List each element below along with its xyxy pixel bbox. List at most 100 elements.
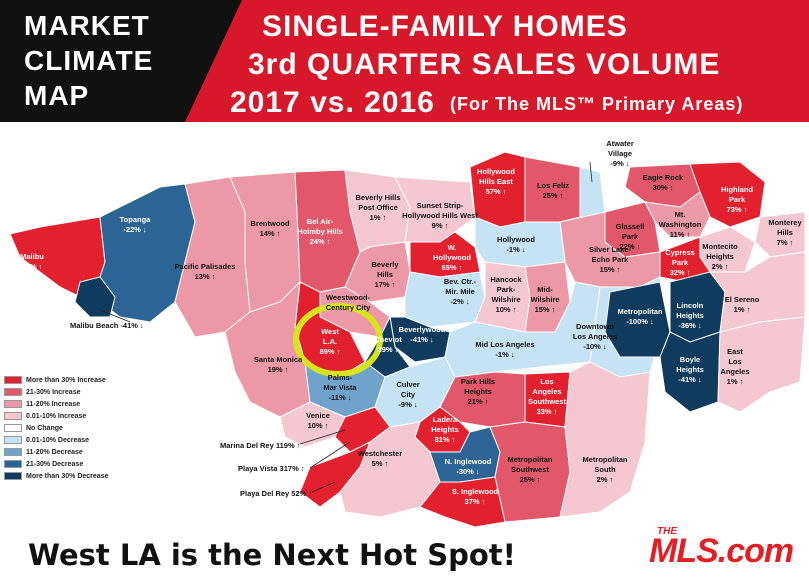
area-label-la-southwest: 33% ↑ xyxy=(537,407,558,416)
area-label-n-inglewood: N. Inglewood xyxy=(445,457,492,466)
area-label-palms: -11% ↓ xyxy=(329,393,352,402)
area-label-lincoln-heights: Lincoln xyxy=(677,301,704,310)
area-label-metro-south: 2% ↑ xyxy=(597,475,614,484)
legend-label: 21-30% Decrease xyxy=(26,460,84,468)
area-label-la-southwest: Los xyxy=(540,377,553,386)
area-label-mt-washington: Washington xyxy=(659,220,702,229)
area-label-s-inglewood: S. Inglewood xyxy=(452,487,499,496)
area-label-monterey-hills: Monterey xyxy=(768,218,802,227)
area-label-westchester: Westchester xyxy=(358,449,403,458)
area-label-atwater: Village xyxy=(608,149,632,158)
area-label-santa-monica: 19% ↑ xyxy=(268,365,289,374)
area-label-bev-ctr: -2% ↓ xyxy=(450,297,469,306)
legend-label: More than 30% Decrease xyxy=(26,472,109,480)
area-label-east-la: Los xyxy=(728,357,741,366)
area-label-el-sereno: El Sereno xyxy=(725,295,760,304)
area-label-bev-ctr: Bev. Ctr.- xyxy=(444,277,477,286)
area-label-beverlywood: Beverlywood xyxy=(399,325,446,334)
area-label-metro-southwest: Metropolitan xyxy=(508,455,553,464)
area-label-mid-wilshire: 15% ↑ xyxy=(535,305,556,314)
area-label-mid-wilshire: Wilshire xyxy=(530,295,559,304)
legend-item: 0.01-10% Decrease xyxy=(4,434,89,446)
area-label-metro-south: South xyxy=(594,465,616,474)
area-label-culver-city: -9% ↓ xyxy=(398,400,417,409)
legend-label: 11-20% Increase xyxy=(26,400,81,408)
marina-leader xyxy=(299,429,346,445)
area-label-east-la: 1% ↑ xyxy=(727,377,744,386)
area-label-silver-lake: 15% ↑ xyxy=(600,265,621,274)
legend-swatch xyxy=(4,388,22,396)
legend-item: More than 30% Increase xyxy=(4,374,106,386)
area-label-cheviot: Cheviot xyxy=(374,335,402,344)
area-label-ladera: 81% ↑ xyxy=(435,435,456,444)
area-label-brentwood: Brentwood xyxy=(250,219,290,228)
area-label-montecito-heights: Montecito xyxy=(702,242,738,251)
area-label-malibu: 68% ↑ xyxy=(22,262,43,271)
area-s-inglewood[interactable] xyxy=(419,476,506,528)
area-label-west-la: 89% ↑ xyxy=(320,347,341,356)
area-label-montecito-heights: Heights xyxy=(706,252,734,261)
west-la-highlight-circle xyxy=(293,303,383,377)
area-label-metro-southwest: 25% ↑ xyxy=(520,475,541,484)
area-label-los-feliz: Los Feliz xyxy=(537,181,569,190)
area-label-marina: Marina Del Rey 119% ↑ xyxy=(220,441,300,450)
area-label-east-la: Angeles xyxy=(720,367,749,376)
legend-swatch xyxy=(4,424,22,432)
area-label-metropolitan: Metropolitan xyxy=(618,307,663,316)
area-label-highland-park: Highland xyxy=(721,185,753,194)
area-label-westwood: Century City xyxy=(326,303,371,312)
header-title-subtitle: (For The MLS™ Primary Areas) xyxy=(450,94,744,114)
footer-tagline: West LA is the Next Hot Spot! xyxy=(28,538,516,572)
area-label-hancock-park: 10% ↑ xyxy=(496,305,517,314)
area-label-beverly-hills: Hills xyxy=(377,270,393,279)
area-label-cypress-park: Park xyxy=(672,258,689,267)
the-mls-logo[interactable]: THE MLS.com xyxy=(629,522,799,574)
legend-item: 11-20% Increase xyxy=(4,398,80,410)
area-mt-washington[interactable] xyxy=(644,191,711,238)
area-metro-south[interactable] xyxy=(559,361,651,518)
area-label-boyle-heights: -41% ↓ xyxy=(678,375,701,384)
area-label-mt-washington: 11% ↑ xyxy=(670,230,690,239)
area-label-monterey-hills: 7% ↑ xyxy=(777,238,794,247)
area-label-eagle-rock: Eagle Rock xyxy=(643,173,684,182)
area-label-w-hollywood: Hollywood xyxy=(433,253,471,262)
legend-item: No Change xyxy=(4,422,63,434)
legend-swatch xyxy=(4,376,22,384)
area-malibu-beach[interactable] xyxy=(74,276,116,318)
area-label-hancock-park: Hancock xyxy=(490,275,522,284)
area-label-boyle-heights: Boyle xyxy=(680,355,700,364)
area-label-bhpo: 1% ↑ xyxy=(370,213,387,222)
area-label-boyle-heights: Heights xyxy=(676,365,704,374)
area-label-highland-park: 73% ↑ xyxy=(727,205,748,214)
legend-swatch xyxy=(4,472,22,480)
area-label-s-inglewood: 37% ↑ xyxy=(465,497,486,506)
area-label-beverly-hills: 17% ↑ xyxy=(375,280,396,289)
area-label-santa-monica: Santa Monica xyxy=(254,355,303,364)
area-label-mt-washington: Mt. xyxy=(675,210,686,219)
atwater-leader xyxy=(589,161,593,183)
area-label-hancock-park: Wilshire xyxy=(491,295,520,304)
area-label-bhpo: Beverly Hills xyxy=(355,193,400,202)
playa-del-rey-leader xyxy=(311,481,336,493)
area-label-beverlywood: -41% ↓ xyxy=(410,335,433,344)
legend-swatch xyxy=(4,460,22,468)
area-label-west-la: L.A. xyxy=(323,337,337,346)
header-left-line-2: CLIMATE xyxy=(24,45,154,76)
area-label-hancock-park: Park- xyxy=(497,285,516,294)
area-label-west-la: West xyxy=(321,327,339,336)
area-label-park-hills: 21% ↑ xyxy=(468,397,489,406)
area-label-glassell-park: Park xyxy=(622,232,639,241)
playa-vista-leader xyxy=(309,441,351,469)
legend-swatch xyxy=(4,412,22,420)
area-label-highland-park: Park xyxy=(729,195,746,204)
area-east-la[interactable] xyxy=(717,316,806,413)
area-label-bel-air: 24% ↑ xyxy=(310,237,331,246)
legend-label: 11-20% Decrease xyxy=(26,448,83,456)
header-title-line-1: SINGLE-FAMILY HOMES xyxy=(262,10,628,43)
area-label-bel-air: Bel Air- xyxy=(307,217,334,226)
malibu-beach-leader xyxy=(99,309,131,323)
area-label-mid-la: Mid Los Angeles xyxy=(475,340,534,349)
header-title-line-3: 2017 vs. 2016 xyxy=(230,86,435,119)
header-background xyxy=(0,0,809,122)
area-label-sunset-strip: 9% ↑ xyxy=(432,221,449,230)
